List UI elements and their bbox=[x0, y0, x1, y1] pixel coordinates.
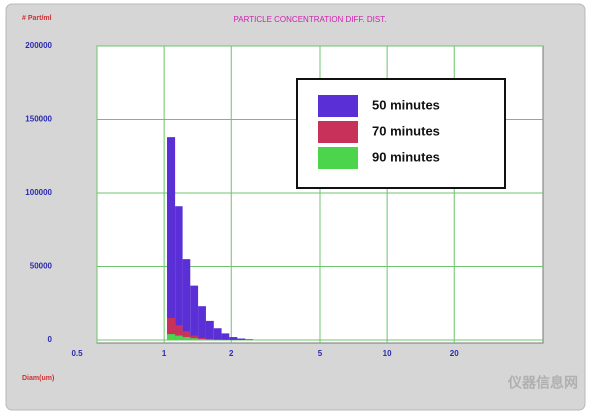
bar bbox=[166, 137, 176, 340]
y-tick-label: 100000 bbox=[25, 188, 52, 197]
legend: 50 minutes 70 minutes 90 minutes bbox=[296, 78, 506, 189]
bar bbox=[190, 285, 199, 340]
y-axis-label: # Part/ml bbox=[22, 15, 52, 22]
bar bbox=[175, 206, 183, 340]
bar bbox=[198, 306, 206, 340]
bar bbox=[190, 338, 199, 340]
y-tick-label: 50000 bbox=[30, 262, 53, 271]
x-tick-label: 2 bbox=[229, 349, 234, 358]
y-tick-label: 150000 bbox=[25, 115, 52, 124]
legend-label: 90 minutes bbox=[372, 149, 440, 164]
legend-swatch bbox=[318, 95, 358, 117]
legend-label: 70 minutes bbox=[372, 123, 440, 138]
bar bbox=[198, 337, 206, 340]
x-tick-label: 1 bbox=[162, 349, 167, 358]
bar bbox=[166, 317, 176, 340]
bar bbox=[245, 339, 253, 340]
bar bbox=[198, 339, 206, 340]
legend-swatch bbox=[318, 147, 358, 169]
legend-label: 50 minutes bbox=[372, 97, 440, 112]
x-tick-label: 0.5 bbox=[71, 349, 83, 358]
bar bbox=[190, 335, 199, 340]
x-axis-label: Diam(um) bbox=[22, 375, 54, 382]
bar bbox=[213, 328, 222, 340]
bar bbox=[237, 338, 246, 340]
bar bbox=[213, 339, 222, 340]
x-tick-label: 10 bbox=[383, 349, 392, 358]
bar bbox=[166, 334, 176, 340]
bar bbox=[182, 259, 191, 340]
bar bbox=[182, 337, 191, 340]
watermark: 仪器信息网 bbox=[507, 375, 578, 391]
x-tick-label: 5 bbox=[318, 349, 323, 358]
bar bbox=[205, 338, 214, 340]
y-tick-label: 0 bbox=[48, 335, 53, 344]
legend-swatch bbox=[318, 121, 358, 143]
bar bbox=[182, 331, 191, 340]
bar bbox=[221, 333, 230, 340]
x-tick-label: 20 bbox=[450, 349, 459, 358]
bar bbox=[175, 325, 183, 340]
chart-title: PARTICLE CONCENTRATION DIFF. DIST. bbox=[234, 15, 387, 24]
bar bbox=[205, 320, 214, 340]
bar bbox=[229, 337, 238, 340]
bar bbox=[175, 335, 183, 340]
y-tick-label: 200000 bbox=[25, 41, 52, 50]
